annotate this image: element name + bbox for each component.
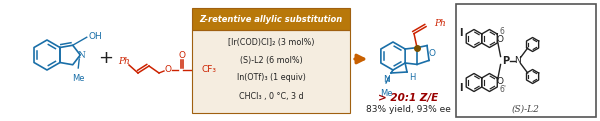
Text: (S)-L2 (6 mol%): (S)-L2 (6 mol%) (239, 56, 302, 64)
Text: (S)-L2: (S)-L2 (512, 105, 540, 113)
Text: O: O (428, 49, 436, 57)
Text: Z-retentive allylic substitution: Z-retentive allylic substitution (199, 15, 343, 23)
Text: N: N (514, 56, 521, 65)
Bar (192, 30, 350, 113)
Text: N: N (383, 75, 390, 84)
Text: O: O (496, 35, 503, 44)
Text: [Ir(COD)Cl]₂ (3 mol%): [Ir(COD)Cl]₂ (3 mol%) (228, 38, 314, 46)
Text: H: H (409, 73, 415, 82)
Bar (456, 4, 596, 117)
Text: Me: Me (380, 89, 392, 98)
Text: > 20:1 Z/E: > 20:1 Z/E (378, 93, 438, 103)
Text: CHCl₃ , 0 °C, 3 d: CHCl₃ , 0 °C, 3 d (239, 91, 304, 101)
Text: 6: 6 (499, 27, 505, 36)
Text: CF₃: CF₃ (201, 65, 216, 75)
Text: In(OTf)₃ (1 equiv): In(OTf)₃ (1 equiv) (236, 73, 305, 83)
Text: 6': 6' (499, 85, 506, 94)
Bar (192, 8, 350, 30)
Text: OH: OH (89, 32, 103, 41)
Text: 83% yield, 93% ee: 83% yield, 93% ee (365, 105, 451, 113)
Text: O: O (179, 52, 185, 60)
Text: Me: Me (72, 74, 85, 83)
Text: Ph: Ph (434, 19, 446, 28)
Text: O: O (164, 65, 172, 75)
Text: P: P (502, 56, 509, 65)
Text: I: I (460, 83, 463, 93)
Text: Ph: Ph (118, 57, 130, 65)
Text: I: I (460, 28, 463, 38)
Text: N: N (77, 50, 85, 60)
Text: +: + (98, 49, 113, 67)
Text: O: O (496, 77, 503, 86)
